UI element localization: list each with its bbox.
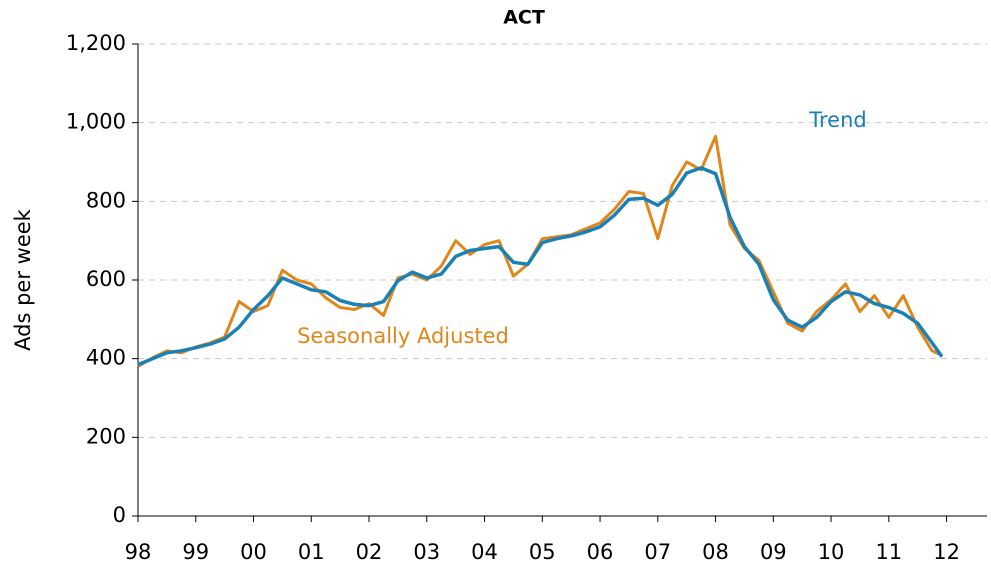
y-tick-label: 0 [113, 503, 126, 527]
x-tick-label: 02 [356, 540, 383, 564]
x-tick-label: 06 [587, 540, 614, 564]
x-tick-label: 04 [471, 540, 498, 564]
x-tick-label: 07 [644, 540, 671, 564]
x-tick-label: 99 [182, 540, 209, 564]
y-tick-label: 1,200 [66, 31, 126, 55]
x-tick-label: 03 [413, 540, 440, 564]
x-tick-label: 10 [818, 540, 845, 564]
x-tick-label: 00 [240, 540, 267, 564]
y-tick-label: 400 [86, 346, 126, 370]
x-tick-label: 98 [125, 540, 152, 564]
annotation: Trend [808, 108, 866, 132]
series-line [137, 134, 943, 368]
x-tick-label: 09 [760, 540, 787, 564]
y-tick-label: 600 [86, 267, 126, 291]
annotation: Seasonally Adjusted [297, 324, 509, 348]
x-tick-label: 12 [933, 540, 960, 564]
x-tick-label: 08 [702, 540, 729, 564]
x-tick-label: 11 [875, 540, 902, 564]
chart-title: ACT [503, 7, 545, 29]
series-line [137, 166, 944, 367]
y-axis-label: Ads per week [11, 208, 35, 351]
x-tick-label: 05 [529, 540, 556, 564]
y-tick-label: 200 [86, 424, 126, 448]
y-tick-label: 1,000 [66, 110, 126, 134]
x-tick-label: 01 [298, 540, 325, 564]
y-tick-label: 800 [86, 188, 126, 212]
